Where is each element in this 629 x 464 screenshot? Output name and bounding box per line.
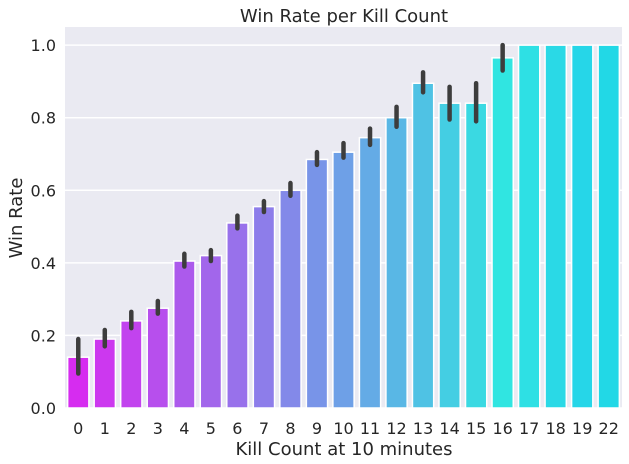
bar-22	[597, 44, 621, 409]
x-tick-label: 12	[386, 419, 406, 438]
y-tick-label: 0.2	[31, 326, 56, 345]
bar-11	[358, 136, 382, 409]
bar-16	[491, 57, 515, 409]
bar-8	[279, 189, 302, 409]
bar-13	[411, 82, 435, 409]
x-tick-label: 18	[546, 419, 566, 438]
x-tick-label: 17	[519, 419, 539, 438]
y-tick-label: 0.6	[31, 181, 56, 200]
x-tick-label: 1	[100, 419, 110, 438]
x-tick-label: 16	[492, 419, 512, 438]
x-tick-label: 19	[572, 419, 592, 438]
x-tick-label: 22	[599, 419, 619, 438]
bar-19	[570, 44, 594, 409]
bar-6	[226, 222, 249, 409]
x-tick-label: 13	[413, 419, 433, 438]
x-tick-label: 6	[232, 419, 242, 438]
bar-14	[438, 102, 461, 409]
x-tick-label: 11	[360, 419, 380, 438]
x-tick-label: 10	[333, 419, 353, 438]
chart-title: Win Rate per Kill Count	[240, 6, 448, 27]
x-tick-label: 9	[312, 419, 322, 438]
bar-5	[199, 254, 223, 409]
bar-10	[332, 151, 355, 409]
bar-9	[305, 158, 329, 409]
bar-2	[119, 320, 143, 409]
bar-17	[517, 44, 541, 409]
x-tick-label: 5	[206, 419, 216, 438]
y-tick-label: 0.4	[31, 254, 56, 273]
x-axis-title: Kill Count at 10 minutes	[235, 439, 452, 460]
bar-18	[544, 44, 568, 409]
x-tick-label: 15	[466, 419, 486, 438]
y-tick-label: 0.8	[31, 109, 56, 128]
x-tick-label: 7	[259, 419, 269, 438]
y-axis-title: Win Rate	[6, 178, 27, 259]
x-tick-label: 3	[153, 419, 163, 438]
bar-15	[464, 102, 488, 409]
y-tick-label: 1.0	[31, 36, 56, 55]
x-tick-label: 2	[126, 419, 136, 438]
error-bars	[76, 42, 505, 376]
y-tick-label: 0.0	[31, 399, 56, 418]
bar-1	[93, 338, 117, 409]
x-tick-label: 14	[439, 419, 459, 438]
x-axis-ticks: 0 1 2 3 4 5 6 7 8 9 10 11 12 13 14 15 16 17 18 19 22	[73, 419, 619, 438]
bars	[66, 44, 621, 409]
y-axis-ticks: 0.0 0.2 0.4 0.6 0.8 1.0	[31, 36, 56, 418]
x-tick-label: 0	[73, 419, 83, 438]
bar-3	[146, 307, 170, 409]
bar-12	[385, 116, 408, 409]
bar-4	[172, 260, 196, 409]
x-tick-label: 8	[285, 419, 295, 438]
bar-7	[252, 205, 276, 409]
x-tick-label: 4	[179, 419, 189, 438]
